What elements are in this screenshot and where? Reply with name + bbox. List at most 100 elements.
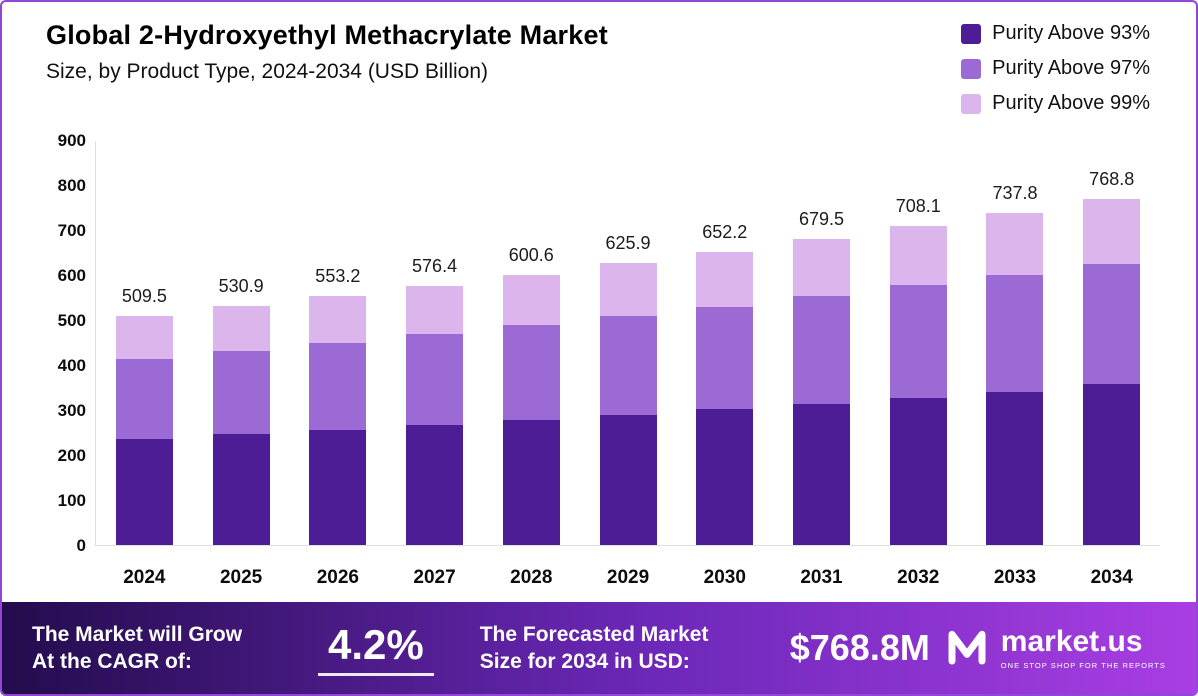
- legend-label: Purity Above 93%: [992, 22, 1150, 44]
- x-tick-label: 2034: [1090, 567, 1133, 588]
- bar: [696, 251, 754, 545]
- bar-segment: [599, 315, 657, 415]
- y-tick-label: 200: [57, 446, 86, 465]
- x-tick-label: 2025: [219, 567, 263, 588]
- bar: [212, 306, 270, 545]
- brand: market.us ONE STOP SHOP FOR THE REPORTS: [945, 626, 1166, 671]
- bar-segment: [1083, 263, 1141, 385]
- bar: [502, 274, 560, 545]
- x-tick-label: 2033: [993, 567, 1037, 588]
- bar-segment: [599, 263, 657, 316]
- y-tick-label: 500: [57, 311, 86, 330]
- bar: [599, 263, 657, 545]
- bar-segment: [793, 295, 850, 404]
- y-tick-label: 400: [57, 356, 86, 375]
- bar: [1083, 199, 1141, 545]
- bar-group: 600.6 2028: [483, 141, 580, 588]
- cagr-label-line1: The Market will Grow: [32, 622, 243, 646]
- y-tick-label: 700: [57, 221, 86, 240]
- x-tick-label: 2027: [413, 567, 456, 588]
- bar-group: 652.2 2030: [676, 141, 773, 588]
- brand-name: market.us: [1000, 624, 1143, 658]
- legend-label: Purity Above 97%: [992, 57, 1150, 79]
- bar: [889, 226, 947, 545]
- bar-segment: [696, 251, 754, 307]
- bar-segment: [406, 425, 464, 545]
- x-tick-label: 2031: [800, 567, 843, 588]
- bar-group: 553.2 2026: [289, 141, 386, 588]
- x-tick-label: 2032: [897, 567, 940, 588]
- cagr-value: 4.2%: [318, 621, 434, 676]
- chart-subtitle: Size, by Product Type, 2024-2034 (USD Bi…: [46, 60, 489, 83]
- y-tick-label: 300: [57, 401, 86, 420]
- bar-segment: [696, 306, 754, 410]
- footer-banner: The Market will Grow At the CAGR of: 4.2…: [2, 602, 1196, 694]
- bar-segment: [115, 359, 173, 440]
- legend-item: Purity Above 99%: [961, 92, 1150, 115]
- bar: [986, 213, 1044, 545]
- forecast-label: The Forecasted Market Size for 2034 in U…: [480, 621, 778, 676]
- bar-segment: [793, 239, 850, 296]
- y-axis-labels: 0 100 200 300 400 500 600 700 800 900: [26, 131, 86, 555]
- title-block: Global 2-Hydroxyethyl Methacrylate Marke…: [46, 20, 608, 115]
- x-tick-label: 2028: [510, 567, 553, 588]
- y-tick-label: 100: [57, 491, 86, 510]
- market-us-logo-icon: [945, 626, 989, 671]
- x-tick-label: 2024: [123, 567, 166, 588]
- bar-group: 708.1 2032: [870, 141, 967, 588]
- bar-segment: [115, 439, 173, 545]
- legend-label: Purity Above 99%: [992, 92, 1150, 114]
- bar-segment: [309, 342, 367, 431]
- bar-segment: [406, 333, 464, 426]
- bar-segment: [986, 391, 1044, 545]
- bar: [309, 296, 367, 545]
- legend-item: Purity Above 93%: [961, 22, 1150, 45]
- bar-group: 679.5 2031: [773, 141, 870, 588]
- x-tick-label: 2026: [316, 567, 359, 588]
- bar-group: 576.4 2027: [386, 141, 483, 588]
- bar-total-label: 509.5: [121, 285, 167, 306]
- bar-segment: [309, 430, 367, 545]
- bar-total-label: 652.2: [702, 221, 748, 242]
- bar-group: 625.9 2029: [580, 141, 677, 588]
- legend-swatch: [961, 93, 982, 114]
- brand-tagline: ONE STOP SHOP FOR THE REPORTS: [1000, 660, 1166, 670]
- legend-swatch: [961, 23, 982, 44]
- bar-total-label: 737.8: [992, 183, 1038, 203]
- bar-total-label: 600.6: [508, 244, 554, 265]
- legend-item: Purity Above 97%: [961, 57, 1150, 80]
- x-tick-label: 2030: [703, 567, 746, 588]
- cagr-label: The Market will Grow At the CAGR of:: [32, 621, 304, 676]
- cagr-label-line2: At the CAGR of:: [32, 650, 192, 673]
- y-tick-label: 0: [76, 536, 86, 555]
- bar-total-label: 530.9: [218, 276, 264, 297]
- bar-group: 509.5 2024: [96, 141, 193, 588]
- bar-total-label: 768.8: [1089, 169, 1135, 190]
- bar-group: 737.8 2033: [967, 141, 1064, 588]
- brand-text: market.us ONE STOP SHOP FOR THE REPORTS: [1000, 624, 1166, 670]
- bar-total-label: 576.4: [412, 255, 458, 276]
- bar-segment: [115, 315, 173, 360]
- bar-segment: [793, 403, 850, 545]
- bar-segment: [406, 285, 464, 334]
- bar-segment: [986, 213, 1044, 275]
- forecast-label-line2: Size for 2034 in USD:: [479, 650, 690, 673]
- bar-group: 530.9 2025: [193, 141, 290, 588]
- chart-section: 0 100 200 300 400 500 600 700 800 900 509.5 2024 53…: [26, 131, 1160, 588]
- bar-segment: [889, 285, 947, 398]
- bar-total-label: 708.1: [895, 196, 941, 217]
- bar-segment: [599, 414, 657, 545]
- bar-segment: [889, 226, 947, 286]
- x-tick-label: 2029: [606, 567, 650, 588]
- chart-title: Global 2-Hydroxyethyl Methacrylate Marke…: [46, 20, 608, 50]
- bar-segment: [696, 409, 754, 545]
- forecast-value: $768.8M: [789, 627, 930, 668]
- forecast-label-line1: The Forecasted Market: [479, 622, 709, 646]
- bar-segment: [502, 419, 560, 545]
- bar-total-label: 625.9: [605, 233, 651, 254]
- bar-segment: [212, 351, 270, 435]
- bar-group: 768.8 2034: [1063, 141, 1160, 588]
- y-tick-label: 800: [57, 176, 86, 195]
- bar: [406, 285, 464, 545]
